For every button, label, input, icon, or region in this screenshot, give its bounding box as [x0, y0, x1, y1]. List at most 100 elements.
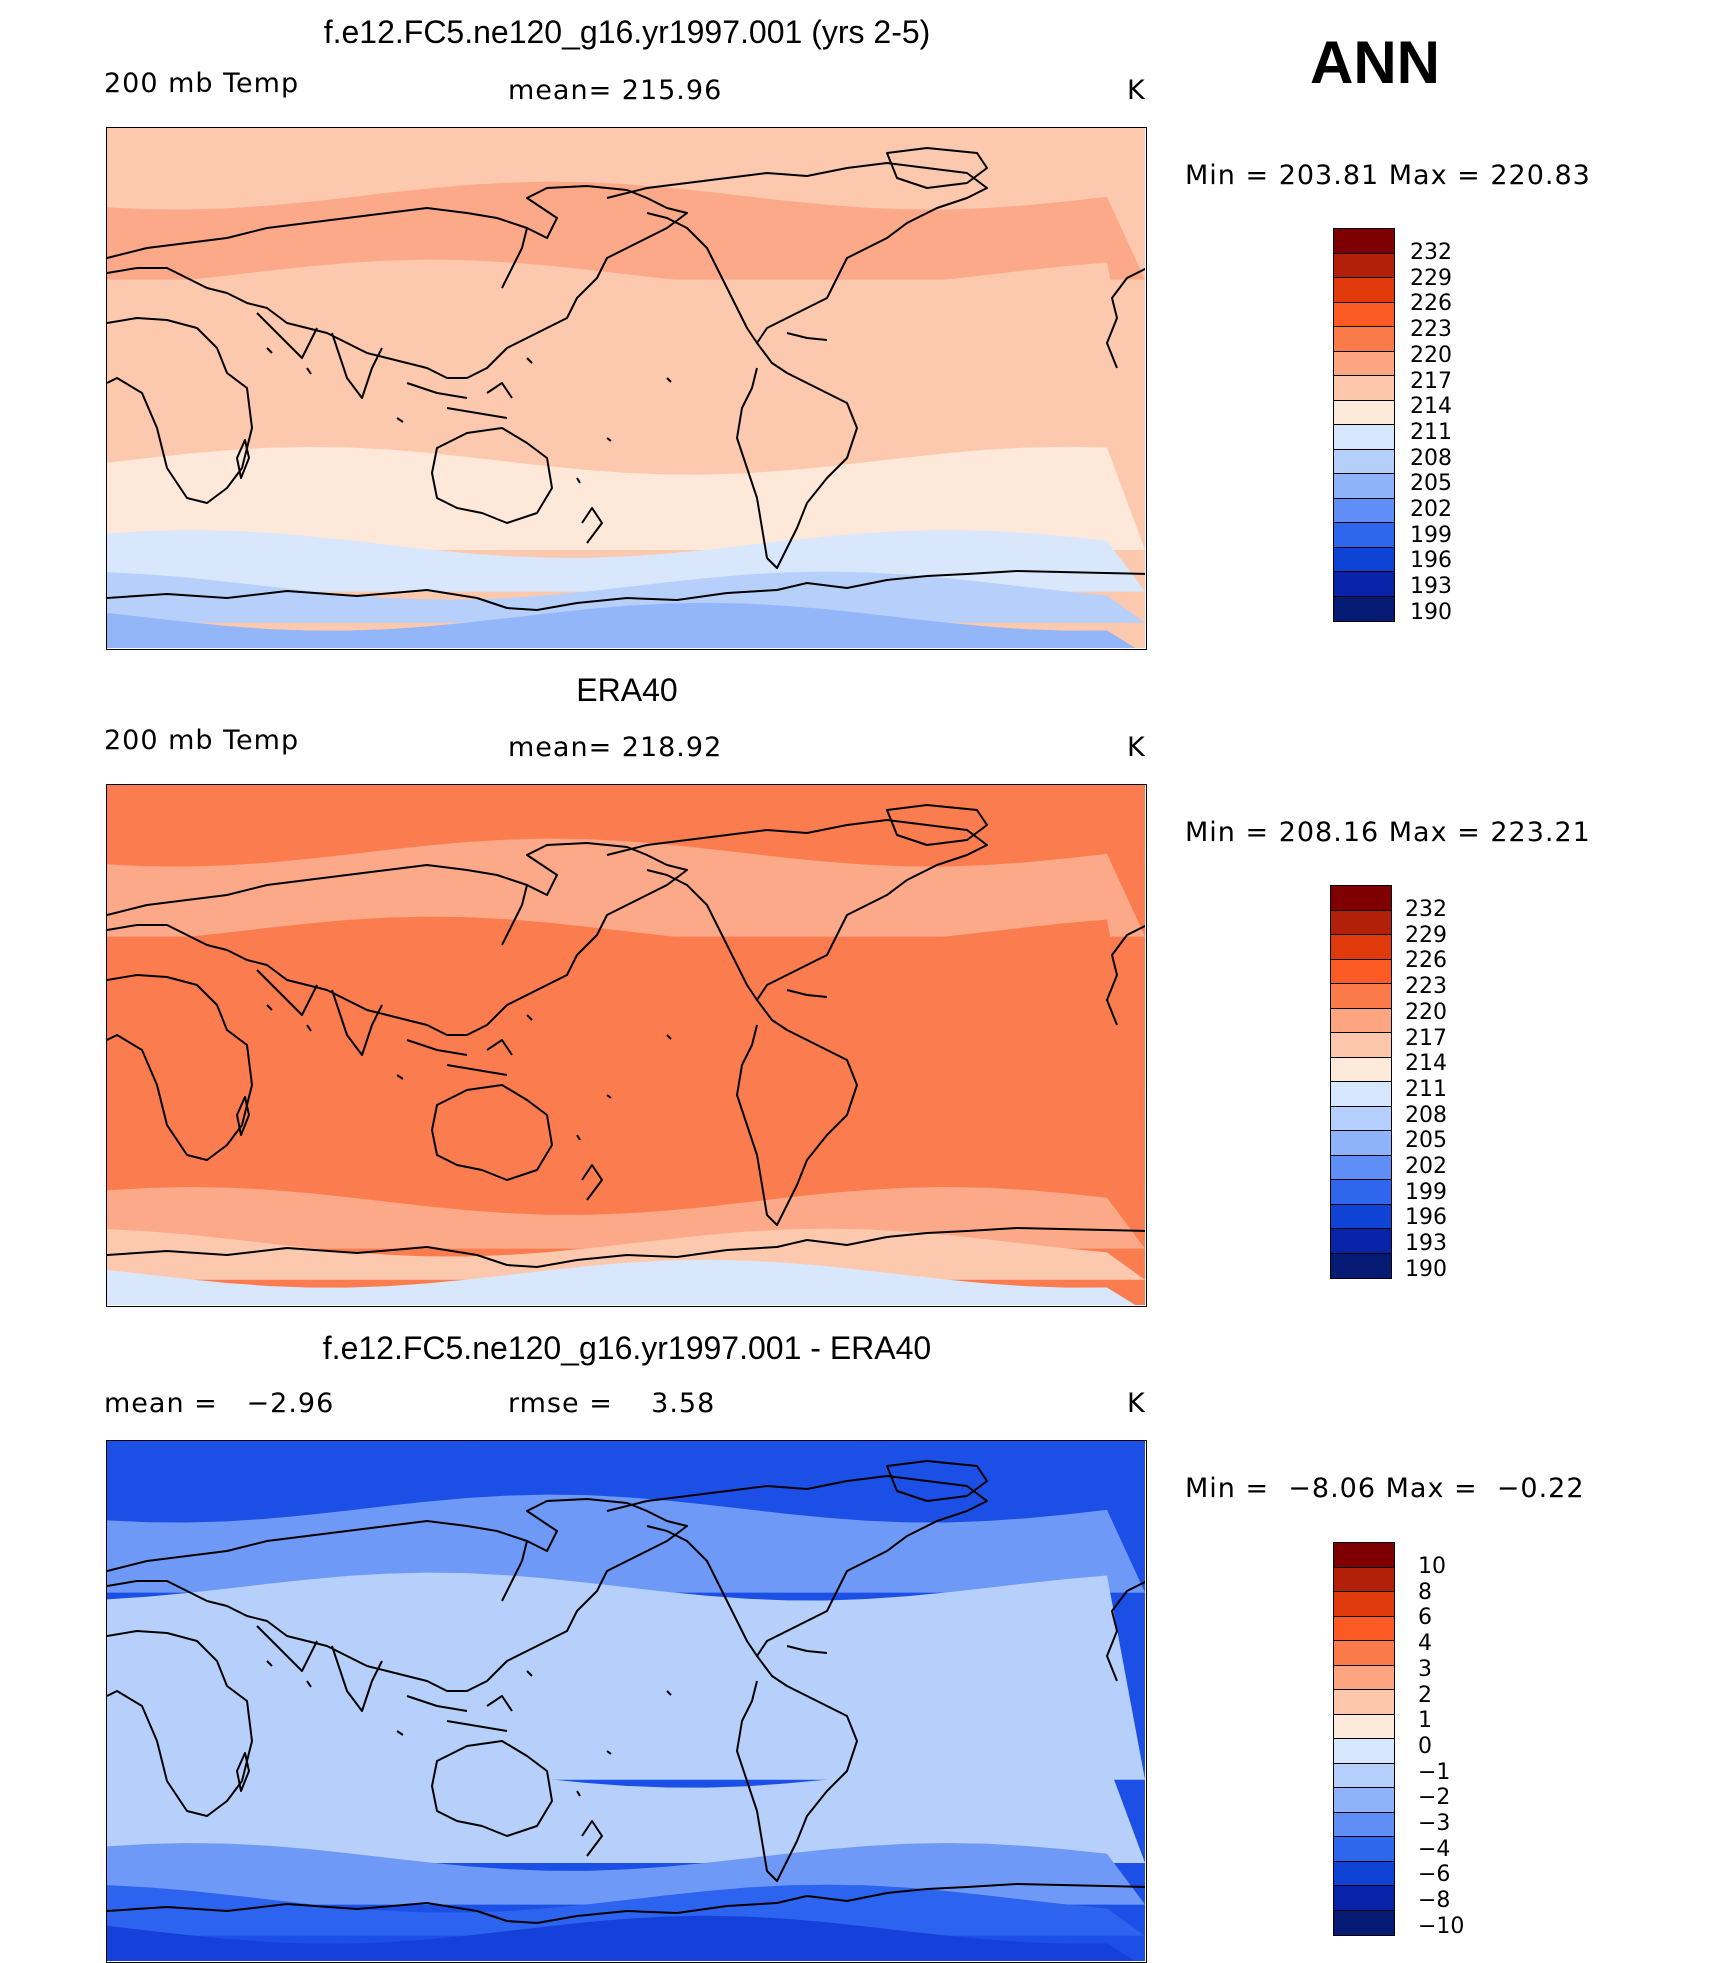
- legend-tick-label: 3: [1418, 1656, 1432, 1682]
- legend-tick-label: 214: [1410, 394, 1452, 420]
- legend-tick-label: 199: [1410, 522, 1452, 548]
- legend-tick-label: 223: [1410, 317, 1452, 343]
- legend-swatch: [1334, 1886, 1394, 1911]
- panel-title: f.e12.FC5.ne120_g16.yr1997.001 (yrs 2-5): [323, 14, 931, 50]
- legend-tick-label: 196: [1410, 548, 1452, 574]
- legend-swatch: [1331, 1180, 1391, 1205]
- legend-tick-label: 6: [1418, 1605, 1432, 1631]
- legend-swatch: [1334, 278, 1394, 303]
- units-label: K: [1127, 75, 1146, 106]
- legend-swatch: [1331, 1131, 1391, 1156]
- legend-swatch: [1334, 425, 1394, 450]
- panel-title: ERA40: [576, 672, 678, 708]
- legend-tick-label: 1: [1418, 1708, 1432, 1734]
- legend-swatch: [1334, 1690, 1394, 1715]
- contour-band: [107, 1572, 1145, 1780]
- contour-band: [107, 1259, 1136, 1305]
- legend-tick-label: 226: [1405, 948, 1447, 974]
- units-label: K: [1127, 732, 1146, 763]
- legend-tick-label: 202: [1405, 1154, 1447, 1179]
- legend-tick-label: −3: [1418, 1811, 1451, 1836]
- legend-tick-label: 205: [1410, 471, 1452, 497]
- contour-band: [107, 1759, 1145, 1863]
- legend-tick-label: 4: [1418, 1631, 1432, 1657]
- legend-tick-label: 229: [1410, 265, 1452, 291]
- legend-swatch: [1331, 1204, 1391, 1229]
- legend-tick-label: −8: [1418, 1888, 1451, 1914]
- legend-swatch: [1331, 1008, 1391, 1033]
- legend-tick-label: 205: [1405, 1128, 1447, 1154]
- legend-tick-label: 190: [1410, 599, 1452, 625]
- color-legend-bar: [1333, 228, 1395, 622]
- legend-tick-label: 208: [1410, 445, 1452, 471]
- legend-tick-label: −2: [1418, 1785, 1451, 1811]
- contour-band: [107, 128, 1145, 202]
- contour-band: [107, 785, 1145, 859]
- legend-tick-label: 217: [1405, 1025, 1447, 1051]
- contour-band: [107, 1441, 1145, 1515]
- legend-swatch: [1334, 1616, 1394, 1641]
- legend-swatch: [1334, 474, 1394, 499]
- rmse-label: rmse = 3.58: [508, 1388, 716, 1419]
- contour-map: [106, 784, 1147, 1307]
- contour-band: [107, 1915, 1136, 1961]
- legend-swatch: [1334, 1567, 1394, 1592]
- legend-swatch: [1334, 1788, 1394, 1813]
- legend-swatch: [1331, 1106, 1391, 1131]
- legend-tick-label: 211: [1405, 1076, 1447, 1102]
- legend-swatch: [1334, 376, 1394, 401]
- legend-tick-label: 220: [1405, 999, 1447, 1025]
- mean-label: mean= 215.96: [508, 75, 723, 106]
- legend-tick-label: 10: [1418, 1554, 1446, 1579]
- legend-tick-label: 193: [1405, 1231, 1447, 1257]
- legend-tick-label: −4: [1418, 1836, 1451, 1862]
- legend-tick-label: 190: [1405, 1256, 1447, 1282]
- legend-tick-label: 226: [1410, 291, 1452, 317]
- minmax-label: Min = −8.06 Max = −0.22: [1185, 1473, 1585, 1504]
- legend-tick-label: −10: [1418, 1913, 1465, 1939]
- legend-swatch: [1331, 959, 1391, 984]
- legend-tick-label: 199: [1405, 1179, 1447, 1205]
- variable-label: 200 mb Temp: [104, 725, 300, 756]
- legend-swatch: [1331, 1253, 1391, 1278]
- legend-swatch: [1334, 302, 1394, 327]
- minmax-label: Min = 203.81 Max = 220.83: [1185, 160, 1591, 191]
- contour-band: [107, 259, 1145, 467]
- legend-swatch: [1334, 1763, 1394, 1788]
- legend-tick-label: 232: [1410, 240, 1452, 265]
- legend-swatch: [1331, 984, 1391, 1009]
- legend-swatch: [1331, 886, 1391, 911]
- legend-swatch: [1334, 400, 1394, 425]
- legend-tick-label: 196: [1405, 1205, 1447, 1231]
- legend-tick-label: 214: [1405, 1051, 1447, 1077]
- legend-swatch: [1331, 1057, 1391, 1082]
- legend-tick-label: 217: [1410, 368, 1452, 394]
- legend-swatch: [1331, 1033, 1391, 1058]
- map-svg: [107, 785, 1145, 1305]
- legend-swatch: [1331, 1229, 1391, 1254]
- contour-band: [107, 446, 1145, 550]
- contour-band: [107, 181, 1145, 280]
- panel-title: f.e12.FC5.ne120_g16.yr1997.001 - ERA40: [322, 1330, 932, 1366]
- legend-swatch: [1334, 449, 1394, 474]
- variable-label: 200 mb Temp: [104, 68, 300, 99]
- legend-swatch: [1334, 1714, 1394, 1739]
- legend-swatch: [1334, 229, 1394, 254]
- legend-tick-label: 0: [1418, 1733, 1432, 1759]
- contour-band: [107, 916, 1145, 1124]
- legend-swatch: [1334, 572, 1394, 597]
- legend-tick-label: 220: [1410, 342, 1452, 368]
- legend-swatch: [1334, 1665, 1394, 1690]
- legend-tick-label: 211: [1410, 419, 1452, 445]
- legend-swatch: [1331, 910, 1391, 935]
- legend-tick-label: 223: [1405, 974, 1447, 1000]
- legend-tick-label: 208: [1405, 1102, 1447, 1128]
- legend-swatch: [1334, 327, 1394, 352]
- legend-tick-label: −6: [1418, 1862, 1451, 1888]
- legend-tick-label: 8: [1418, 1579, 1432, 1605]
- minmax-label: Min = 208.16 Max = 223.21: [1185, 817, 1591, 848]
- color-legend-bar: [1333, 1542, 1395, 1936]
- legend-swatch: [1334, 1641, 1394, 1666]
- legend-swatch: [1334, 253, 1394, 278]
- legend-tick-label: 229: [1405, 922, 1447, 948]
